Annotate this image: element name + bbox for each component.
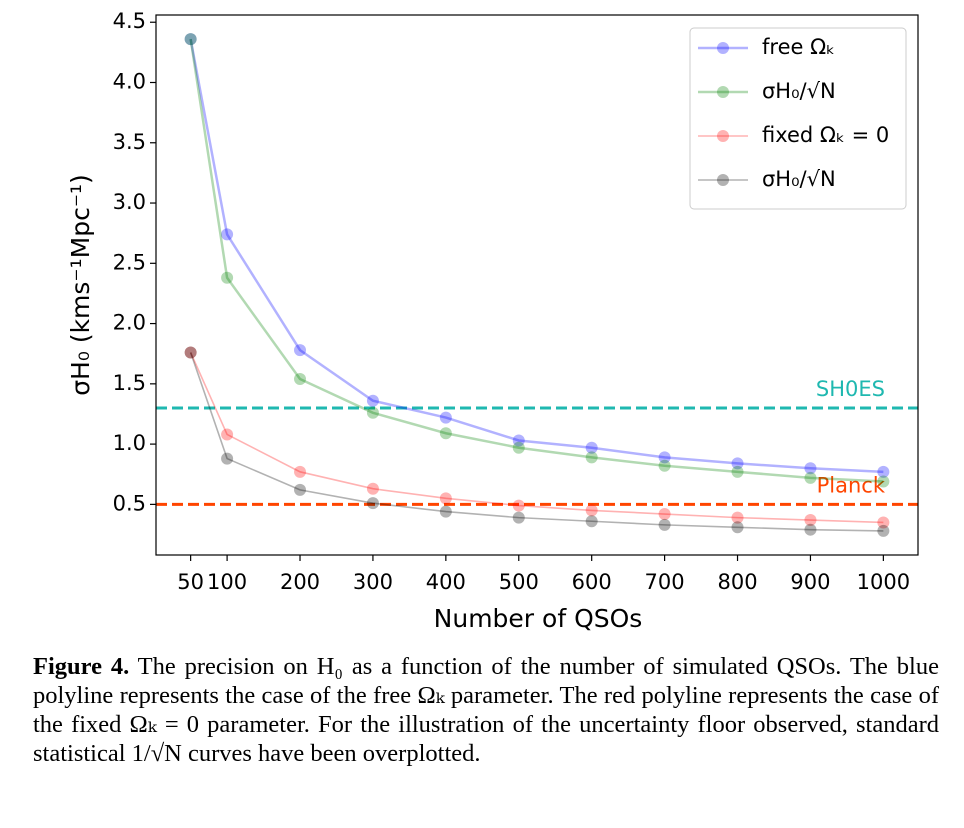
- data-point: [512, 434, 525, 447]
- y-tick-label: 1.5: [113, 371, 146, 395]
- legend: free Ωₖ σH₀/√N fixed Ωₖ = 0 σH₀/√N: [689, 27, 907, 210]
- data-point: [366, 406, 379, 419]
- x-tick-label: 300: [353, 570, 393, 594]
- data-point: [877, 516, 890, 529]
- legend-label: fixed Ωₖ = 0: [762, 123, 889, 147]
- x-tick-label: 700: [645, 570, 685, 594]
- data-point: [294, 344, 307, 357]
- y-tick-label: 0.5: [113, 491, 146, 515]
- legend-marker: [717, 86, 729, 98]
- x-tick-label: 400: [426, 570, 466, 594]
- y-tick-label: 4.5: [113, 9, 146, 33]
- data-point: [731, 457, 744, 470]
- x-tick-label: 600: [572, 570, 612, 594]
- data-point: [294, 465, 307, 478]
- data-point: [731, 465, 744, 478]
- x-tick-label: 200: [280, 570, 320, 594]
- data-point: [658, 518, 671, 531]
- y-tick-label: 3.5: [113, 130, 146, 154]
- data-point: [512, 441, 525, 454]
- data-point: [439, 505, 452, 518]
- data-point: [585, 441, 598, 454]
- data-point: [439, 492, 452, 505]
- y-tick-label: 1.0: [113, 431, 146, 455]
- x-tick-label: 100: [207, 570, 247, 594]
- reference-label: Planck: [817, 473, 886, 497]
- data-point: [585, 504, 598, 517]
- data-point: [585, 515, 598, 528]
- x-tick-label: 500: [499, 570, 539, 594]
- data-point: [294, 373, 307, 386]
- data-point: [877, 465, 890, 478]
- y-tick-label: 2.0: [113, 311, 146, 335]
- data-point: [804, 471, 817, 484]
- data-point: [512, 499, 525, 512]
- data-point: [658, 459, 671, 472]
- data-point: [221, 452, 234, 465]
- data-point: [366, 497, 379, 510]
- data-point: [804, 514, 817, 527]
- series-line: [189, 38, 884, 483]
- series-line: [189, 352, 884, 524]
- data-point: [658, 451, 671, 464]
- x-tick-label: 1000: [857, 570, 910, 594]
- reference-label: SH0ES: [816, 377, 885, 401]
- x-tick-label: 50: [177, 570, 204, 594]
- data-point: [221, 271, 234, 284]
- data-point: [804, 462, 817, 475]
- data-point: [184, 33, 197, 46]
- data-point: [658, 508, 671, 521]
- data-point: [512, 511, 525, 524]
- data-point: [184, 346, 197, 359]
- y-axis-label: σH₀ (kms⁻¹Mpc⁻¹): [66, 174, 95, 396]
- caption-text: The precision on H₀ as a function of the…: [33, 653, 939, 767]
- x-tick-label: 900: [790, 570, 830, 594]
- data-point: [877, 475, 890, 488]
- legend-box: [689, 27, 907, 210]
- y-tick-label: 3.0: [113, 190, 146, 214]
- data-point: [221, 428, 234, 441]
- x-tick-label: 800: [717, 570, 757, 594]
- legend-label: free Ωₖ: [762, 35, 835, 59]
- data-point: [221, 228, 234, 241]
- data-point: [585, 451, 598, 464]
- legend-marker: [717, 174, 729, 186]
- data-point: [366, 394, 379, 407]
- caption-label: Figure 4.: [33, 653, 130, 680]
- data-point: [804, 523, 817, 536]
- chart: Number of QSOs σH₀ (kms⁻¹Mpc⁻¹) 0.5 1.0 1.…: [66, 9, 919, 633]
- series-line: [189, 38, 884, 474]
- legend-label: σH₀/√N: [762, 79, 836, 103]
- x-axis-label: Number of QSOs: [434, 604, 643, 633]
- legend-label: σH₀/√N: [762, 167, 836, 191]
- y-tick-label: 4.0: [113, 70, 146, 94]
- series-line: [189, 352, 884, 532]
- caption: Figure 4. The precision on H₀ as a funct…: [33, 652, 939, 768]
- legend-marker: [717, 130, 729, 142]
- data-point: [731, 521, 744, 534]
- data-point: [184, 346, 197, 359]
- data-point: [439, 427, 452, 440]
- data-point: [439, 411, 452, 424]
- data-point: [731, 511, 744, 524]
- data-point: [366, 482, 379, 495]
- data-point: [877, 524, 890, 537]
- legend-marker: [717, 42, 729, 54]
- plot-frame: [155, 14, 919, 556]
- data-point: [294, 483, 307, 496]
- data-point: [184, 33, 197, 46]
- y-tick-label: 2.5: [113, 250, 146, 274]
